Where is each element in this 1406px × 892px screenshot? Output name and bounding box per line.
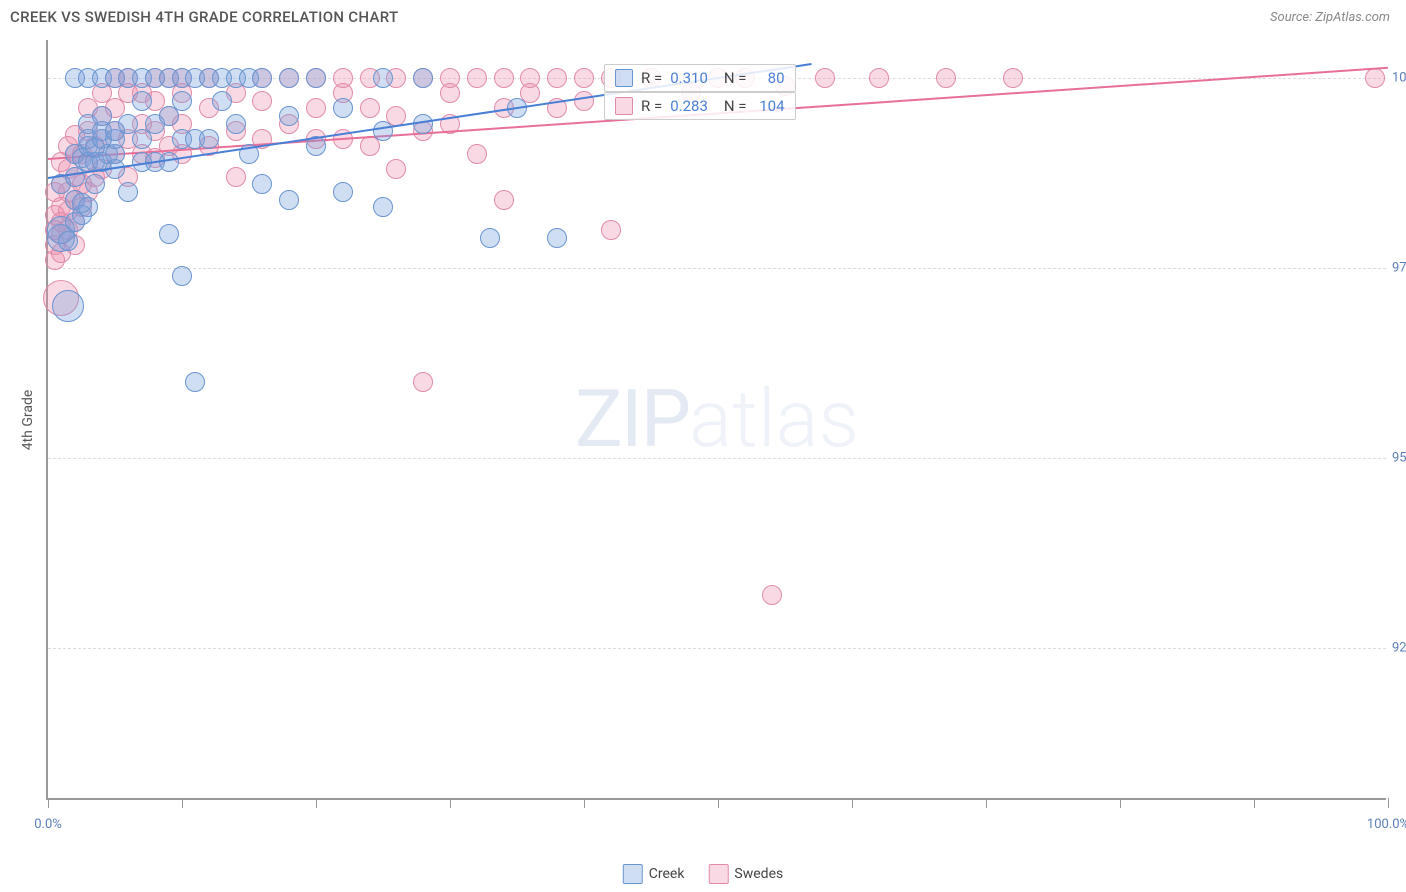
gridline [48,268,1386,269]
scatter-point-swedes [306,98,326,118]
scatter-point-swedes [936,68,956,88]
scatter-point-creek [132,91,152,111]
scatter-point-swedes [574,91,594,111]
scatter-point-creek [373,197,393,217]
scatter-point-creek [159,224,179,244]
legend-label-swedes: Swedes [734,866,783,882]
x-tick-label: 0.0% [34,817,62,832]
scatter-point-creek [306,68,326,88]
corr-r-value: 0.283 [670,97,708,115]
gridline [48,458,1386,459]
correlation-box-creek: R = 0.310 N = 80 [604,64,796,92]
y-tick-label: 100.0% [1392,71,1406,86]
scatter-point-creek [279,106,299,126]
corr-n-label: N = [724,69,747,87]
scatter-point-creek [58,231,78,251]
scatter-point-swedes [1365,68,1385,88]
scatter-point-creek [185,372,205,392]
scatter-point-creek [172,266,192,286]
scatter-point-creek [547,228,567,248]
scatter-point-creek [212,91,232,111]
scatter-point-swedes [520,68,540,88]
x-tick [852,798,853,808]
legend: Creek Swedes [623,864,783,884]
corr-n-label: N = [724,97,747,115]
scatter-point-swedes [226,167,246,187]
corr-r-label: R = [641,97,662,115]
scatter-point-swedes [467,144,487,164]
y-tick-label: 97.5% [1392,261,1406,276]
x-tick-label: 100.0% [1367,817,1406,832]
scatter-point-swedes [762,585,782,605]
scatter-point-creek [226,114,246,134]
x-tick [182,798,183,808]
x-tick [316,798,317,808]
scatter-point-swedes [333,68,353,88]
correlation-box-swedes: R = 0.283 N = 104 [604,92,796,120]
corr-swatch-creek [615,69,633,87]
corr-r-value: 0.310 [670,69,708,87]
scatter-point-creek [413,68,433,88]
scatter-point-swedes [440,68,460,88]
scatter-point-swedes [386,159,406,179]
legend-swatch-swedes [708,864,728,884]
scatter-point-swedes [360,98,380,118]
legend-swatch-creek [623,864,643,884]
scatter-point-creek [333,182,353,202]
x-tick [450,798,451,808]
legend-label-creek: Creek [649,866,685,882]
corr-n-value: 80 [755,69,785,87]
gridline [48,648,1386,649]
legend-item-creek: Creek [623,864,685,884]
scatter-point-creek [252,68,272,88]
x-tick [718,798,719,808]
corr-n-value: 104 [755,97,785,115]
scatter-point-swedes [494,190,514,210]
scatter-point-swedes [869,68,889,88]
scatter-point-creek [279,190,299,210]
legend-item-swedes: Swedes [708,864,783,884]
scatter-point-creek [373,68,393,88]
scatter-point-creek [78,197,98,217]
chart-plot-area: ZIPatlas 92.5%95.0%97.5%100.0%0.0%100.0%… [46,40,1386,800]
scatter-point-swedes [1003,68,1023,88]
source-label: Source: ZipAtlas.com [1270,10,1390,25]
scatter-point-swedes [547,68,567,88]
corr-r-label: R = [641,69,662,87]
y-axis-title: 4th Grade [20,390,36,451]
chart-header: CREEK VS SWEDISH 4TH GRADE CORRELATION C… [0,0,1406,34]
x-tick [584,798,585,808]
x-tick [1120,798,1121,808]
scatter-point-swedes [494,68,514,88]
corr-swatch-swedes [615,97,633,115]
x-tick [1254,798,1255,808]
watermark: ZIPatlas [575,372,859,466]
scatter-point-creek [199,129,219,149]
scatter-point-swedes [413,372,433,392]
scatter-point-creek [373,121,393,141]
x-tick [48,798,49,808]
scatter-point-swedes [601,220,621,240]
scatter-point-creek [333,98,353,118]
scatter-point-swedes [574,68,594,88]
x-tick [986,798,987,808]
x-tick [1388,798,1389,808]
y-tick-label: 92.5% [1392,641,1406,656]
scatter-point-swedes [815,68,835,88]
scatter-point-swedes [467,68,487,88]
scatter-point-creek [52,290,84,322]
scatter-point-creek [279,68,299,88]
scatter-point-creek [118,182,138,202]
scatter-point-creek [252,174,272,194]
y-tick-label: 95.0% [1392,451,1406,466]
scatter-point-creek [85,174,105,194]
scatter-point-swedes [252,91,272,111]
scatter-point-creek [172,91,192,111]
scatter-point-creek [480,228,500,248]
chart-title: CREEK VS SWEDISH 4TH GRADE CORRELATION C… [10,8,398,26]
